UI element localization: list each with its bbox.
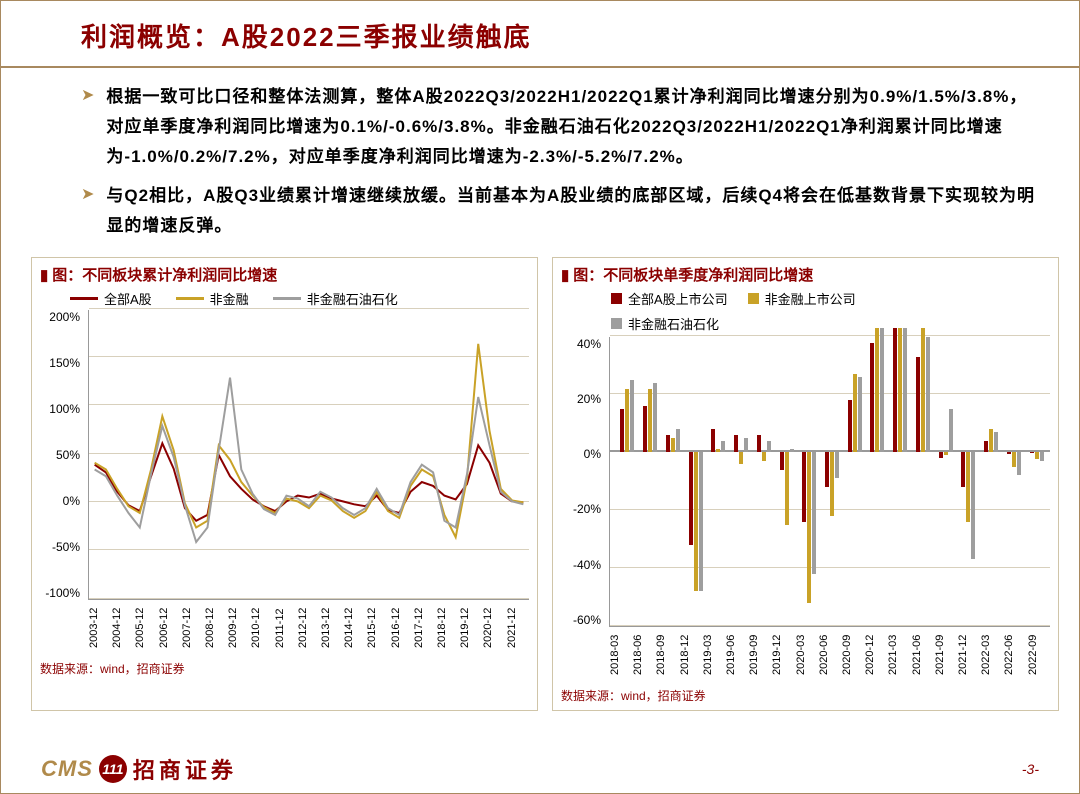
y-axis: 200%150%100%50%0%-50%-100% (40, 310, 84, 600)
body-text: ➤ 根据一致可比口径和整体法测算，整体A股2022Q3/2022H1/2022Q… (1, 68, 1079, 241)
bullet-arrow-icon: ➤ (81, 82, 94, 171)
header: 利润概览：A股2022三季报业绩触底 (1, 1, 1079, 68)
chart-right: ▮图：不同板块单季度净利润同比增速 全部A股上市公司非金融上市公司非金融石油石化… (552, 257, 1059, 711)
chart-right-title: ▮图：不同板块单季度净利润同比增速 (561, 264, 1050, 285)
logo-name: 招商证券 (133, 753, 237, 785)
bullet-text: 根据一致可比口径和整体法测算，整体A股2022Q3/2022H1/2022Q1累… (106, 82, 1039, 171)
chart-left-plot: 200%150%100%50%0%-50%-100% 2003-122004-1… (40, 310, 529, 656)
chart-left-source: 数据来源：wind，招商证券 (40, 660, 529, 677)
page-title: 利润概览：A股2022三季报业绩触底 (81, 17, 1039, 54)
bullet-arrow-icon: ➤ (81, 181, 94, 241)
bullet-2: ➤ 与Q2相比，A股Q3业绩累计增速继续放缓。当前基本为A股业绩的底部区域，后续… (81, 181, 1039, 241)
plot-area (609, 337, 1050, 627)
y-axis: 40%20%0%-20%-40%-60% (561, 337, 605, 627)
logo-circle-icon: 111 (99, 755, 127, 783)
chart-right-legend: 全部A股上市公司非金融上市公司非金融石油石化 (561, 289, 971, 333)
page-number: -3- (1022, 761, 1039, 777)
chart-icon: ▮ (561, 267, 569, 284)
slide: 利润概览：A股2022三季报业绩触底 ➤ 根据一致可比口径和整体法测算，整体A股… (0, 0, 1080, 794)
logo: CMS 111 招商证券 (41, 753, 237, 785)
bullet-text: 与Q2相比，A股Q3业绩累计增速继续放缓。当前基本为A股业绩的底部区域，后续Q4… (106, 181, 1039, 241)
x-axis-labels: 2018-032018-062018-092018-122019-032019-… (609, 627, 1050, 683)
chart-left-title: ▮图：不同板块累计净利润同比增速 (40, 264, 529, 285)
logo-cms: CMS (41, 756, 93, 782)
charts-row: ▮图：不同板块累计净利润同比增速 全部A股非金融非金融石油石化 200%150%… (1, 251, 1079, 711)
chart-left-legend: 全部A股非金融非金融石油石化 (40, 289, 529, 308)
x-axis-labels: 2003-122004-122005-122006-122007-122008-… (88, 600, 529, 656)
chart-icon: ▮ (40, 267, 48, 284)
chart-right-source: 数据来源：wind，招商证券 (561, 687, 1050, 704)
plot-area (88, 310, 529, 600)
footer: CMS 111 招商证券 -3- (1, 753, 1079, 785)
chart-right-plot: 40%20%0%-20%-40%-60% 2018-032018-062018-… (561, 337, 1050, 683)
bullet-1: ➤ 根据一致可比口径和整体法测算，整体A股2022Q3/2022H1/2022Q… (81, 82, 1039, 171)
chart-left: ▮图：不同板块累计净利润同比增速 全部A股非金融非金融石油石化 200%150%… (31, 257, 538, 711)
